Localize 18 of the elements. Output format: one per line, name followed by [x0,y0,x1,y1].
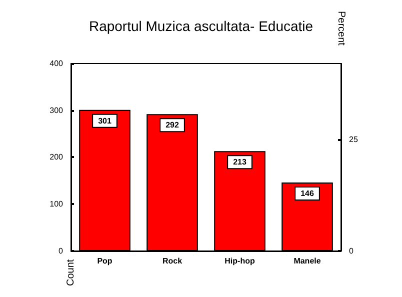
data-label: 213 [233,158,247,167]
chart-title: Raportul Muzica ascultata- Educatie [88,18,314,34]
data-label: 146 [300,189,314,198]
x-tick-label: Pop [97,256,112,266]
y2-tick-label: 0 [349,246,354,256]
y-axis-title: Count [66,259,76,286]
x-tick-label: Hip-hop [224,256,255,266]
y-tick-label: 200 [50,152,64,162]
y-tick-label: 0 [58,246,64,256]
data-label: 292 [166,120,180,130]
x-tick-label: Manele [294,256,322,266]
y-tick-label: 300 [50,106,64,115]
y-tick-label: 100 [50,200,64,209]
data-label: 301 [98,116,112,126]
y2-tick-label: 25 [349,134,358,144]
y2-axis-title: Percent [336,10,346,46]
y-tick-label: 400 [50,58,64,68]
x-tick-label: Rock [162,256,183,266]
